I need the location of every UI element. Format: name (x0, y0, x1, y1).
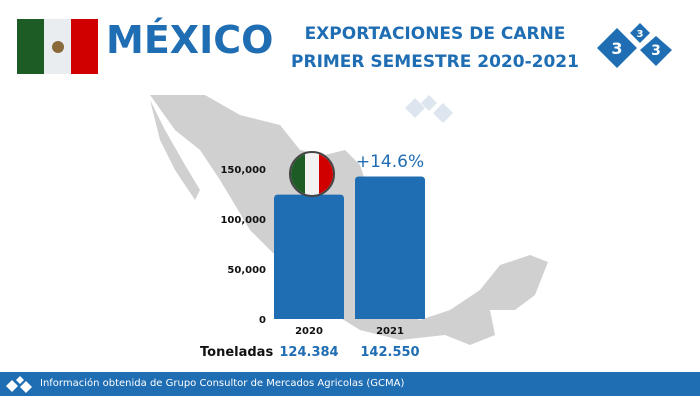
svg-text:3: 3 (637, 29, 644, 40)
x-tick-label: 2021 (376, 326, 404, 337)
subtitle-line-1: EXPORTACIONES DE CARNE (304, 24, 566, 44)
logo-small-icon (6, 376, 32, 393)
y-tick-label: 100,000 (220, 215, 266, 226)
page-title: MÉXICO (106, 18, 274, 62)
logo-333-icon: 3 3 3 (597, 23, 672, 68)
svg-text:3: 3 (611, 39, 622, 58)
bar-2020 (274, 194, 344, 319)
value-label-2020: 124.384 (279, 345, 339, 360)
bar-2021 (355, 176, 425, 319)
unit-label: Toneladas (200, 345, 274, 360)
mexico-flag (17, 19, 98, 74)
x-tick-label: 2020 (295, 326, 323, 337)
bar-chart: 0 50,000 100,000 150,000 2020 2021 (220, 165, 425, 337)
source-text: Información obtenida de Grupo Consultor … (40, 378, 405, 389)
eagle-emblem-icon (51, 40, 64, 53)
growth-annotation: +14.6% (355, 152, 425, 172)
subtitle-line-2: PRIMER SEMESTRE 2020-2021 (291, 52, 579, 72)
y-tick-label: 50,000 (227, 265, 266, 276)
mexico-map (150, 95, 548, 345)
svg-text:3: 3 (651, 43, 661, 59)
mexico-flag-badge (289, 151, 335, 197)
footer-bar: Información obtenida de Grupo Consultor … (0, 372, 700, 396)
y-tick-label: 0 (259, 315, 266, 326)
y-tick-label: 150,000 (220, 165, 266, 176)
subtitle: EXPORTACIONES DE CARNE PRIMER SEMESTRE 2… (280, 20, 590, 76)
value-label-2021: 142.550 (360, 345, 420, 360)
